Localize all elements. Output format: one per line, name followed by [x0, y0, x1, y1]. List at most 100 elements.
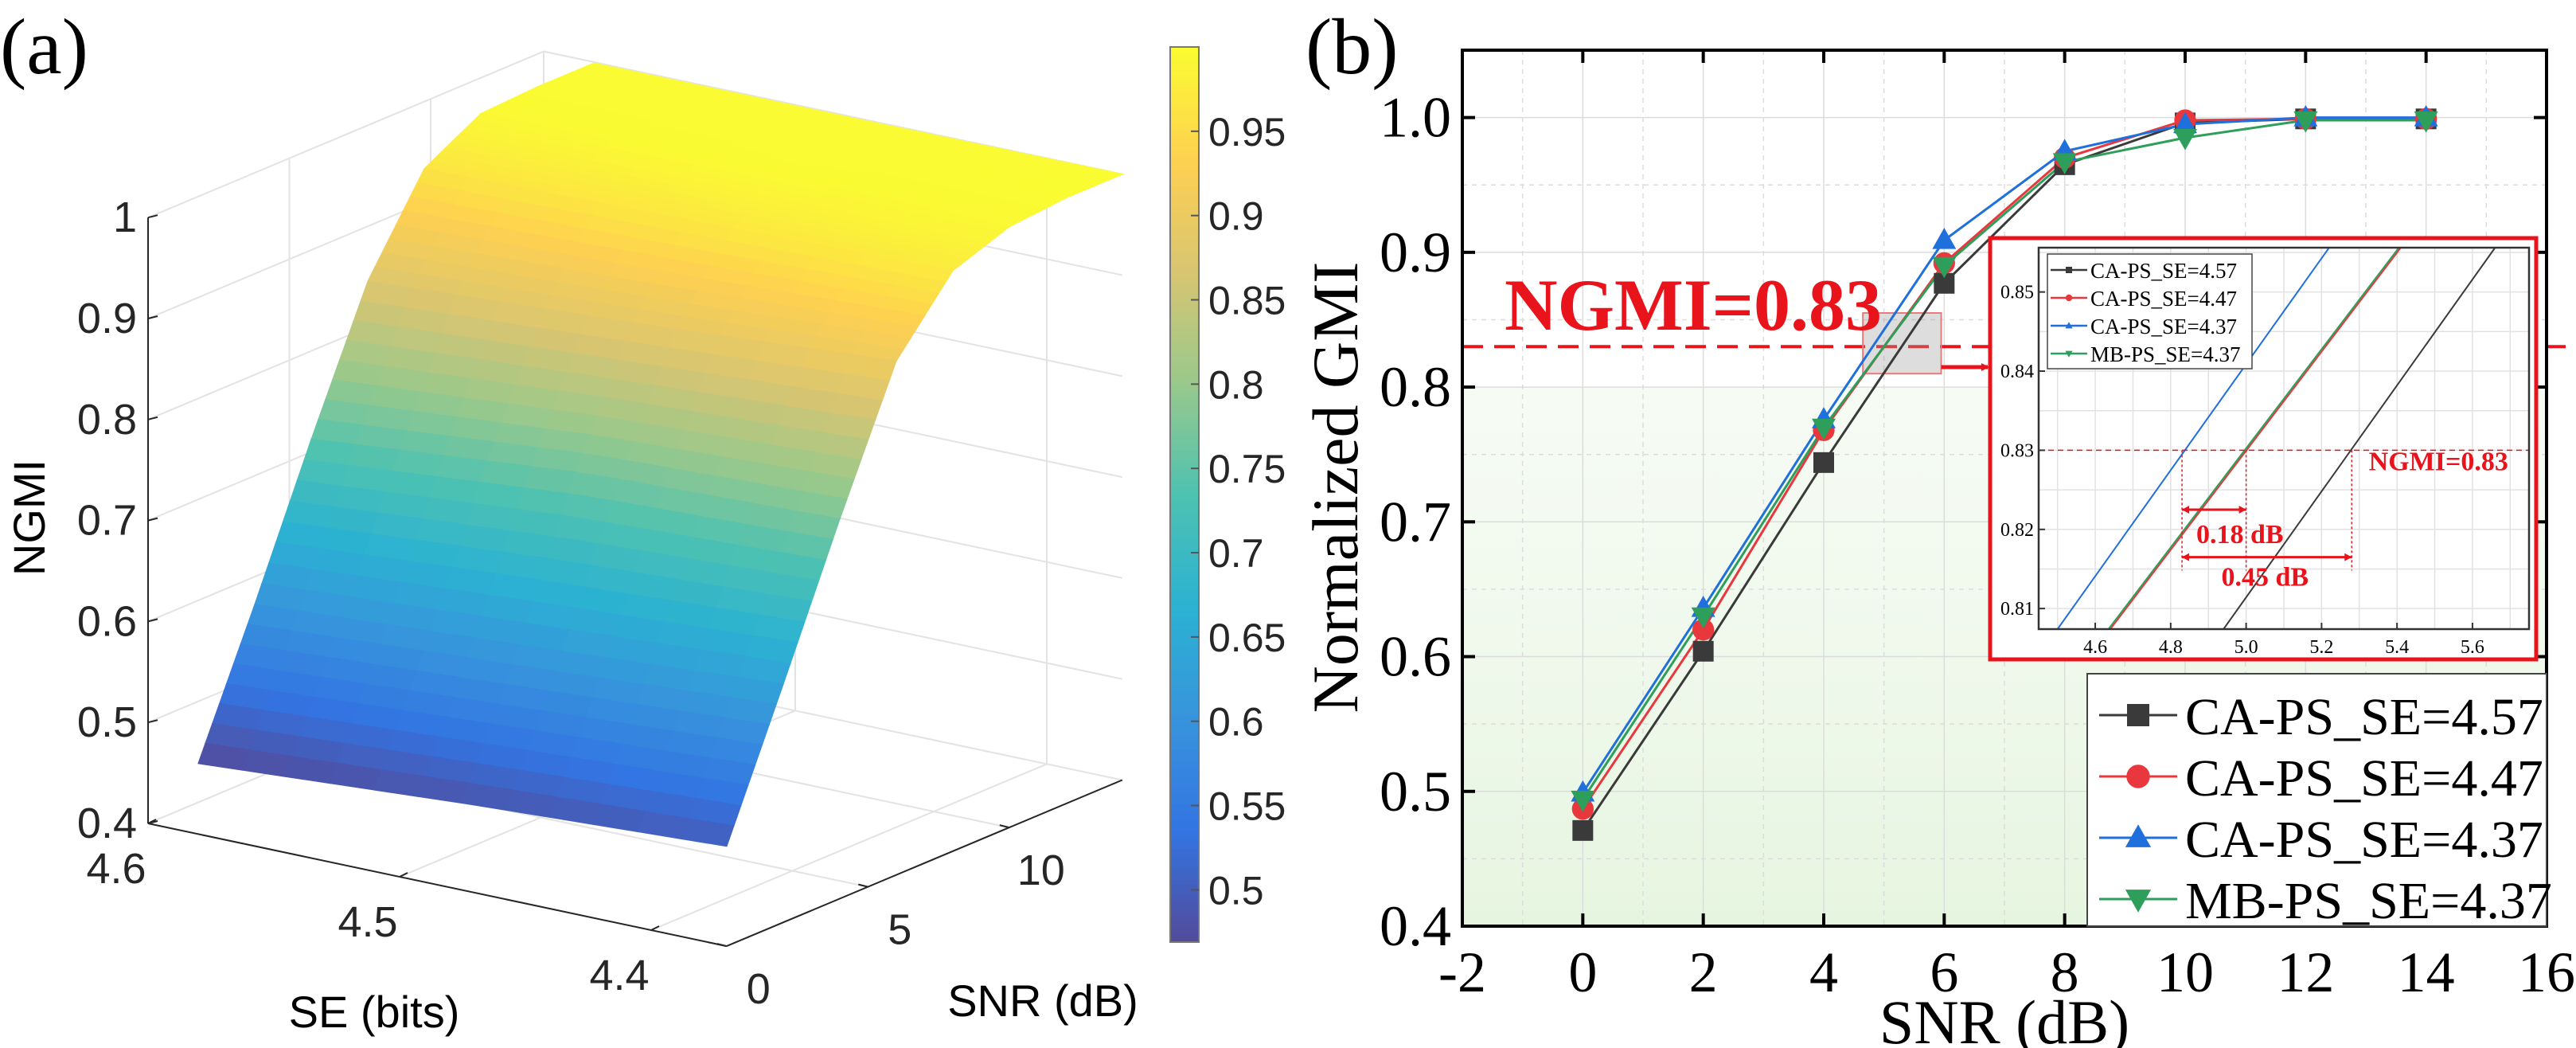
colorbar-segment: [1170, 248, 1199, 254]
z-tick-label: 0.6: [77, 597, 137, 645]
colorbar-segment: [1170, 459, 1199, 464]
colorbar-segment: [1170, 409, 1199, 415]
colorbar-segment: [1170, 315, 1199, 321]
circle-marker: [2126, 764, 2150, 788]
colorbar-segment: [1170, 131, 1199, 138]
colorbar-segment: [1170, 637, 1199, 643]
colorbar-segment: [1170, 664, 1199, 671]
colorbar-segment: [1170, 503, 1199, 509]
colorbar-segment: [1170, 154, 1199, 160]
series-line: [1582, 116, 2426, 794]
inset-y-tick-label: 0.85: [2000, 283, 2034, 303]
y-tick-label: 0.8: [1380, 355, 1451, 419]
colorbar-segment: [1170, 118, 1199, 124]
colorbar-segment: [1170, 812, 1199, 818]
legend: CA-PS_SE=4.57CA-PS_SE=4.47CA-PS_SE=4.37M…: [2086, 673, 2552, 930]
surface-patch: [681, 818, 735, 847]
z-tick-label: 0.9: [77, 295, 137, 342]
colorbar-segment: [1170, 753, 1199, 760]
colorbar-segment: [1170, 463, 1199, 469]
colorbar-segment: [1170, 758, 1199, 764]
colorbar-segment: [1170, 512, 1199, 518]
colorbar-segment: [1170, 418, 1199, 424]
colorbar-segment: [1170, 669, 1199, 675]
colorbar-segment: [1170, 369, 1199, 375]
triangle-down-marker: [1932, 256, 1957, 279]
colorbar-segment: [1170, 69, 1199, 75]
colorbar-segment: [1170, 915, 1199, 921]
arrowhead-left-icon: [2182, 553, 2190, 561]
inset-series-line: [2110, 248, 2402, 629]
threshold-label: NGMI=0.83: [1505, 264, 1882, 346]
colorbar-tick-label: 0.65: [1208, 616, 1286, 660]
y-tick-label: 0.7: [1380, 490, 1451, 553]
square-marker: [1692, 640, 1714, 662]
colorbar-segment: [1170, 910, 1199, 917]
x-tick-label: 2: [1689, 940, 1718, 1004]
se-tick: [650, 925, 660, 931]
colorbar-segment: [1170, 776, 1199, 782]
colorbar-segment: [1170, 606, 1199, 612]
colorbar-segment: [1170, 186, 1199, 191]
colorbar-segment: [1170, 597, 1199, 603]
colorbar-segment: [1170, 324, 1199, 330]
z-tick-label: 0.8: [77, 396, 137, 444]
colorbar: 0.5 0.55 0.6 0.65 0.7 0.75 0.8 0.85 0.9 0.95: [1169, 46, 1286, 943]
triangle-up-marker: [2125, 824, 2152, 847]
colorbar-segment: [1170, 534, 1199, 541]
colorbar-segment: [1170, 624, 1199, 630]
colorbar-segment: [1170, 659, 1199, 666]
colorbar-segment: [1170, 377, 1199, 384]
colorbar-segment: [1170, 589, 1199, 594]
colorbar-segment: [1170, 906, 1199, 912]
colorbar-segment: [1170, 293, 1199, 299]
colorbar-segment: [1170, 163, 1199, 169]
colorbar-segment: [1170, 526, 1199, 531]
colorbar-segment: [1170, 570, 1199, 577]
colorbar-segment: [1170, 280, 1199, 285]
colorbar-segment: [1170, 933, 1199, 939]
colorbar-segment: [1170, 485, 1199, 491]
surface: [197, 62, 1125, 847]
inset-x-tick-label: 5.2: [2309, 637, 2333, 658]
colorbar-segment: [1170, 839, 1199, 845]
series-MB-PS_SE=4.37: [1582, 119, 2426, 800]
colorbar-segment: [1170, 874, 1199, 881]
inset-series-line: [2056, 248, 2330, 629]
colorbar-segment: [1170, 530, 1199, 536]
square-marker: [1572, 819, 1594, 841]
colorbar-segment: [1170, 772, 1199, 778]
colorbar-segment: [1170, 521, 1199, 527]
colorbar-segment: [1170, 275, 1199, 281]
colorbar-segment: [1170, 763, 1199, 768]
colorbar-segment: [1170, 601, 1199, 608]
colorbar-segment: [1170, 82, 1199, 88]
colorbar-segment: [1170, 709, 1199, 715]
triangle-down-marker: [1571, 790, 1595, 812]
z-tick-label: 0.4: [77, 800, 137, 847]
z-tick: [147, 517, 158, 522]
colorbar-segment: [1170, 745, 1199, 751]
colorbar-tick-label: 0.5: [1208, 868, 1264, 913]
colorbar-segment: [1170, 673, 1199, 679]
series-CA-PS_SE=4.37: [1582, 116, 2426, 794]
se-axis-line: [147, 823, 728, 948]
colorbar-segment: [1170, 647, 1199, 652]
colorbar-segment: [1170, 799, 1199, 804]
snr-axis-line: [726, 779, 1123, 948]
colorbar-segment: [1170, 691, 1199, 697]
square-marker: [2066, 267, 2072, 273]
colorbar-segment: [1170, 92, 1199, 97]
colorbar-segment: [1170, 857, 1199, 862]
colorbar-segment: [1170, 553, 1199, 558]
colorbar-tick-label: 0.95: [1208, 110, 1286, 154]
square-marker: [1813, 452, 1834, 473]
colorbar-segment: [1170, 883, 1199, 890]
legend-label: MB-PS_SE=4.37: [2185, 872, 2552, 930]
colorbar-segment: [1170, 150, 1199, 155]
triangle-down-marker: [2065, 350, 2073, 358]
colorbar-segment: [1170, 852, 1199, 858]
plot-frame: [1461, 49, 2548, 928]
inset-threshold-label: NGMI=0.83: [2369, 447, 2508, 476]
z-tick-label: 0.7: [77, 497, 137, 545]
